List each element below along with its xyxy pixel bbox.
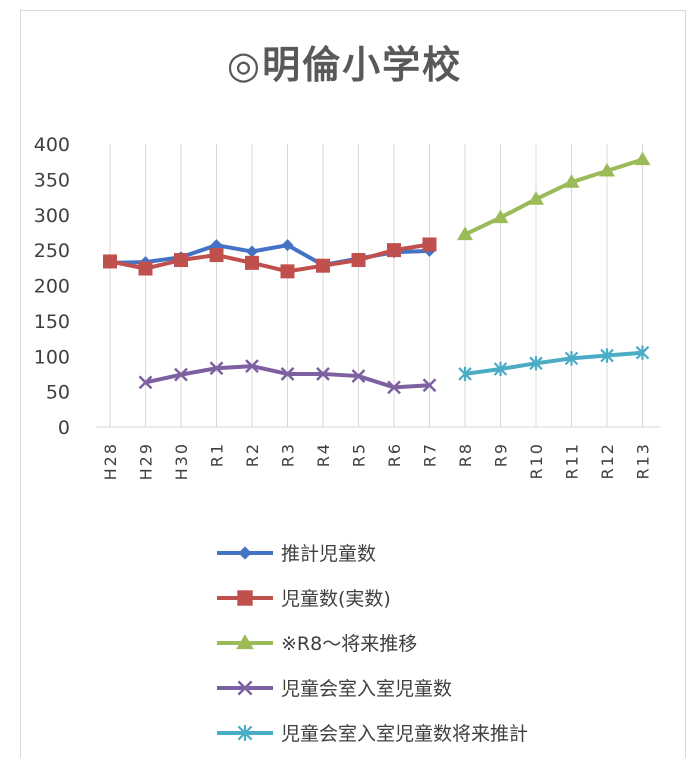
data-point [246, 245, 258, 258]
x-tick-label: R13 [634, 442, 653, 479]
data-point [280, 367, 295, 381]
series-line-1 [109, 242, 430, 274]
y-tick-label: 0 [58, 417, 70, 439]
data-point [174, 367, 188, 382]
legend-swatch [217, 633, 273, 649]
data-point [174, 253, 188, 268]
data-point [492, 209, 509, 224]
legend-item-0: 推計児童数 [215, 530, 528, 575]
series-3 [138, 359, 437, 395]
y-tick-label: 50 [46, 382, 70, 404]
data-point [457, 226, 473, 241]
data-point [138, 261, 153, 276]
series-1 [103, 237, 437, 279]
data-point [529, 356, 543, 371]
x-tick-label: R10 [527, 442, 546, 479]
data-point [245, 359, 259, 374]
y-tick-label: 200 [34, 276, 70, 298]
data-point [209, 361, 224, 376]
x-tick-label: R4 [314, 442, 333, 467]
x-axis-tick-labels: H28 H29 H30 R1 R2 R3 R4 R5 R6 R7 R8 R9 R10 R11 R12 R13 [101, 442, 653, 480]
series-lines [103, 151, 651, 395]
legend-swatch [217, 680, 273, 695]
x-tick-label: H29 [137, 442, 156, 480]
data-point [634, 151, 651, 166]
series-line-4 [464, 350, 643, 376]
x-tick-label: H30 [172, 442, 191, 480]
data-point [281, 239, 294, 252]
legend-label: 児童会室入室児童数 [281, 678, 453, 700]
data-point [316, 258, 330, 273]
data-point [103, 254, 117, 269]
data-point [635, 345, 650, 360]
legend-item-4: 児童会室入室児童数将来推計 [215, 710, 528, 755]
series-line-2 [464, 157, 644, 237]
data-point [422, 237, 437, 252]
legend-item-2: ※R8～将来推移 [215, 620, 528, 665]
data-point [351, 253, 366, 268]
grid-lines [96, 144, 661, 428]
y-axis-tick-labels: 0 50 100 150 200 250 300 350 400 [34, 134, 70, 439]
legend-item-1: 児童数(実数) [215, 575, 528, 620]
x-tick-label: R9 [492, 442, 511, 467]
data-point [422, 378, 437, 393]
data-point [528, 191, 544, 205]
series-2 [457, 151, 651, 241]
x-tick-label: R2 [243, 442, 262, 467]
series-4 [458, 345, 650, 382]
data-point [316, 367, 330, 381]
chart-title: ◎明倫小学校 [226, 43, 463, 87]
legend-label: ※R8～将来推移 [281, 633, 418, 655]
y-tick-label: 350 [34, 169, 70, 191]
legend-label: 児童数(実数) [281, 588, 391, 610]
y-tick-label: 150 [34, 311, 70, 333]
chart-frame [20, 10, 686, 758]
legend-label: 児童会室入室児童数将来推計 [281, 723, 529, 745]
legend-label: 推計児童数 [281, 543, 377, 565]
data-point [493, 361, 508, 377]
y-tick-label: 300 [34, 205, 70, 227]
data-point [387, 243, 401, 258]
data-point [599, 162, 615, 177]
x-tick-label: H28 [101, 442, 120, 480]
y-tick-label: 100 [34, 346, 70, 368]
x-tick-label: R6 [385, 442, 404, 467]
y-tick-label: 250 [34, 240, 70, 262]
y-tick-label: 400 [34, 134, 70, 156]
data-point [387, 380, 401, 395]
x-tick-label: R1 [208, 442, 227, 467]
legend-swatch [217, 724, 273, 741]
legend-swatch [217, 589, 273, 606]
x-tick-label: R11 [563, 442, 582, 479]
legend-item-3: 児童会室入室児童数 [215, 665, 528, 710]
data-point [564, 351, 579, 366]
data-point [138, 375, 153, 390]
data-point [600, 348, 614, 363]
legend-swatch [217, 545, 273, 560]
legend: 推計児童数児童数(実数) ※R8～将来推移児童会室入室児童数児童会室入室児童数将来… [215, 530, 528, 755]
data-point [351, 369, 366, 383]
x-tick-label: R8 [456, 442, 475, 467]
x-tick-label: R7 [421, 442, 440, 467]
x-tick-label: R12 [598, 442, 617, 479]
data-point [458, 366, 472, 382]
data-point [563, 174, 580, 188]
data-point [245, 255, 259, 270]
x-tick-label: R5 [350, 442, 369, 467]
x-tick-label: R3 [279, 442, 298, 467]
data-point [280, 264, 295, 279]
data-point [209, 248, 224, 263]
